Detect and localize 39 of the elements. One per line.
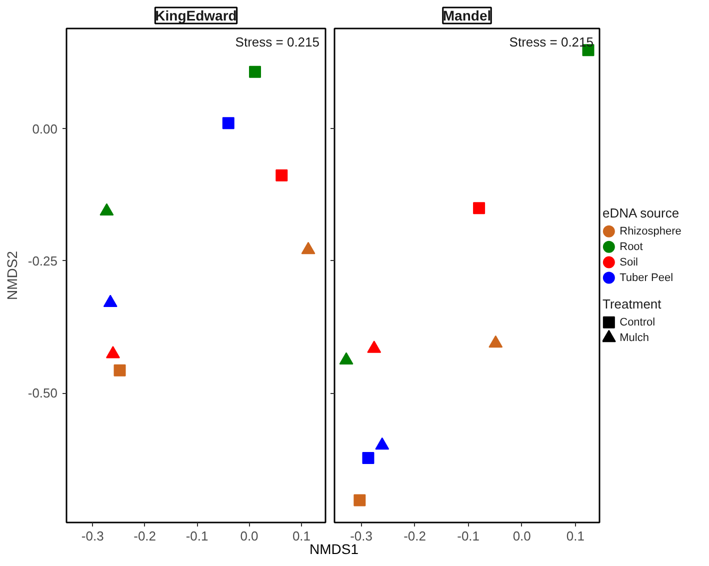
chart-title: KingEdward — [155, 8, 237, 24]
point — [100, 203, 114, 216]
legend-label: Root — [620, 240, 643, 253]
x-tick-label: -0.1 — [457, 528, 480, 544]
legend-label: Control — [620, 316, 656, 328]
text: Treatment — [602, 296, 662, 312]
legend-label: Rhizosphere — [620, 225, 682, 238]
x-tick-label: -0.2 — [134, 528, 156, 544]
point — [249, 66, 262, 78]
x-tick-label: 0.1 — [292, 528, 311, 544]
x-tick-label: 0.1 — [566, 528, 584, 544]
x-tick-label: -0.3 — [81, 528, 104, 544]
point — [106, 346, 120, 358]
point — [473, 202, 486, 214]
legend-label: Soil — [620, 256, 638, 268]
x-tick-label: -0.1 — [186, 528, 208, 544]
y-tick-label: 0.00 — [32, 121, 58, 136]
annotation: Stress = 0.215 — [235, 34, 320, 50]
x-tick-label: 0.0 — [240, 528, 258, 544]
legend-label: Mulch — [620, 332, 649, 344]
point — [276, 169, 288, 182]
legend-label: Tuber Peel — [620, 272, 674, 284]
point — [367, 340, 382, 353]
chart-title: Mandel — [442, 8, 492, 24]
point — [488, 335, 503, 348]
x-tick-label: 0.0 — [512, 528, 531, 544]
x-tick-label: -0.3 — [350, 528, 372, 544]
point — [339, 352, 354, 365]
y-axis-title: NMDS2 — [4, 250, 20, 300]
x-axis-title: NMDS1 — [309, 541, 358, 559]
annotation: Stress = 0.215 — [509, 34, 594, 50]
point — [222, 117, 234, 130]
point — [375, 437, 390, 450]
y-tick-label: -0.50 — [28, 386, 58, 401]
legend-title: eDNA source — [602, 206, 680, 221]
point — [103, 294, 118, 307]
y-tick-label: -0.25 — [28, 253, 58, 268]
point — [301, 242, 316, 254]
x-tick-label: -0.2 — [404, 528, 426, 544]
